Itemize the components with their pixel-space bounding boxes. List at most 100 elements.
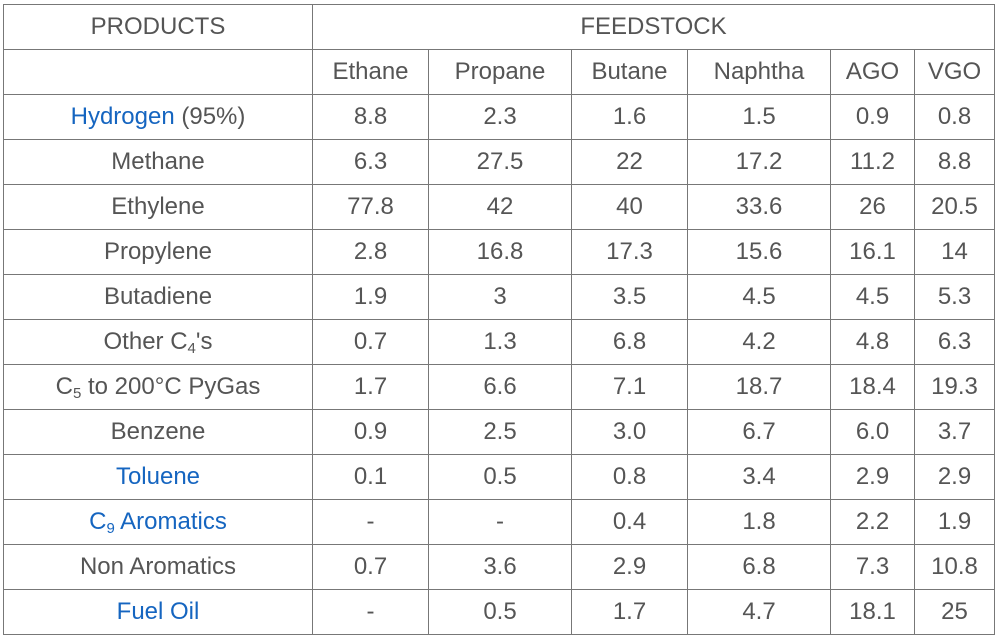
yield-value-propane: 42: [428, 184, 572, 230]
yield-value-butane: 40: [571, 184, 688, 230]
table-row: Methane 6.3 27.5 22 17.2 11.2 8.8: [3, 139, 995, 185]
yield-value-butane: 1.7: [571, 589, 688, 635]
yield-value-vgo: 8.8: [914, 139, 995, 185]
yield-value-propane: -: [428, 499, 572, 545]
product-name: Butadiene: [103, 283, 213, 310]
yield-value-naphtha: 33.6: [687, 184, 831, 230]
table-row: Toluene 0.1 0.5 0.8 3.4 2.9 2.9: [3, 454, 995, 500]
yield-value-vgo: 1.9: [914, 499, 995, 545]
yield-value-naphtha: 1.8: [687, 499, 831, 545]
yield-value-naphtha: 4.2: [687, 319, 831, 365]
product-name-cell: Butadiene: [3, 274, 313, 320]
yield-value-ago: 4.8: [830, 319, 915, 365]
yield-value-vgo: 5.3: [914, 274, 995, 320]
yield-value-ago: 26: [830, 184, 915, 230]
yield-value-ago: 16.1: [830, 229, 915, 275]
yield-value-butane: 6.8: [571, 319, 688, 365]
product-subscript: 5: [72, 385, 82, 402]
yield-value-propane: 0.5: [428, 589, 572, 635]
column-header-vgo: VGO: [914, 49, 995, 95]
yield-value-ago: 2.9: [830, 454, 915, 500]
column-header-naphtha: Naphtha: [687, 49, 831, 95]
yield-value-butane: 1.6: [571, 94, 688, 140]
yield-value-butane: 7.1: [571, 364, 688, 410]
yield-value-vgo: 6.3: [914, 319, 995, 365]
product-link[interactable]: C9 Aromatics: [89, 508, 227, 537]
yield-value-ago: 6.0: [830, 409, 915, 455]
yield-value-butane: 3.5: [571, 274, 688, 320]
yield-value-vgo: 25: [914, 589, 995, 635]
product-name-cell: Toluene: [3, 454, 313, 500]
product-name-cell: Non Aromatics: [3, 544, 313, 590]
product-name: Methane: [111, 148, 205, 175]
product-name-cell: Methane: [3, 139, 313, 185]
yield-value-propane: 3.6: [428, 544, 572, 590]
table-row: C9 Aromatics - -0.4 1.8 2.2 1.9: [3, 499, 995, 545]
yield-value-butane: 0.8: [571, 454, 688, 500]
yield-value-ago: 2.2: [830, 499, 915, 545]
table-row: C5 to 200°C PyGas 1.7 6.6 7.1 18.7 18.4 19.3: [3, 364, 995, 410]
yield-value-ethane: -: [312, 499, 429, 545]
product-name: Other C: [103, 328, 188, 355]
yield-value-naphtha: 15.6: [687, 229, 831, 275]
yield-value-butane: 3.0: [571, 409, 688, 455]
product-name-cell: Ethylene: [3, 184, 313, 230]
feedstock-columns-row: Ethane Propane Butane Naphtha AGO VGO: [3, 49, 995, 95]
product-name-cell: Benzene: [3, 409, 313, 455]
product-name: Benzene: [110, 418, 206, 445]
product-name: Non Aromatics: [79, 553, 237, 580]
yield-value-naphtha: 1.5: [687, 94, 831, 140]
column-header-propane: Propane: [428, 49, 572, 95]
yield-value-propane: 6.6: [428, 364, 572, 410]
yield-value-vgo: 14: [914, 229, 995, 275]
product-name-cell: C5 to 200°C PyGas: [3, 364, 313, 410]
table-row: Other C4's 0.7 1.3 6.8 4.2 4.8 6.3: [3, 319, 995, 365]
product-name: Ethylene: [111, 193, 205, 220]
table-row: Butadiene 1.9 3 3.5 4.5 4.5 5.3: [3, 274, 995, 320]
yield-value-ago: 11.2: [830, 139, 915, 185]
yield-value-butane: 22: [571, 139, 688, 185]
yield-value-ago: 4.5: [830, 274, 915, 320]
yield-value-butane: 0.4: [571, 499, 688, 545]
yield-value-naphtha: 3.4: [687, 454, 831, 500]
yield-value-naphtha: 4.7: [687, 589, 831, 635]
product-name: C: [55, 373, 73, 400]
product-subscript: 4: [187, 340, 196, 357]
yield-value-butane: 2.9: [571, 544, 688, 590]
product-name-cell: Other C4's: [3, 319, 313, 365]
yield-value-naphtha: 6.7: [687, 409, 831, 455]
product-name-cell: C9 Aromatics: [3, 499, 313, 545]
yield-value-naphtha: 17.2: [687, 139, 831, 185]
column-header-ethane: Ethane: [312, 49, 429, 95]
yield-value-ago: 18.1: [830, 589, 915, 635]
yield-value-vgo: 2.9: [914, 454, 995, 500]
feedstock-header: FEEDSTOCK: [312, 4, 995, 50]
yield-value-propane: 3: [428, 274, 572, 320]
yield-value-ago: 0.9: [830, 94, 915, 140]
products-header: PRODUCTS: [3, 4, 313, 50]
product-name-cell: Fuel Oil: [3, 589, 313, 635]
product-link[interactable]: Fuel Oil: [116, 598, 200, 625]
yield-value-ethane: 0.1: [312, 454, 429, 500]
yield-value-propane: 2.5: [428, 409, 572, 455]
product-link[interactable]: Hydrogen: [70, 103, 175, 130]
yield-value-ethane: -: [312, 589, 429, 635]
column-header-butane: Butane: [571, 49, 688, 95]
yield-value-ethane: 6.3: [312, 139, 429, 185]
yield-value-ethane: 0.7: [312, 544, 429, 590]
yield-value-ago: 18.4: [830, 364, 915, 410]
product-qualifier: (95%): [174, 103, 246, 130]
product-name-cell: Propylene: [3, 229, 313, 275]
feedstock-yield-table: PRODUCTS FEEDSTOCK Ethane Propane Butane…: [3, 4, 995, 635]
yield-value-ethane: 0.7: [312, 319, 429, 365]
product-link[interactable]: Toluene: [115, 463, 201, 490]
table-row: Ethylene 77.8 42 40 33.6 26 20.5: [3, 184, 995, 230]
product-name-suffix: to 200°C PyGas: [81, 373, 261, 400]
yield-value-vgo: 0.8: [914, 94, 995, 140]
yield-value-ethane: 1.9: [312, 274, 429, 320]
yield-value-propane: 27.5: [428, 139, 572, 185]
yield-value-vgo: 10.8: [914, 544, 995, 590]
yield-value-vgo: 19.3: [914, 364, 995, 410]
product-name: Propylene: [103, 238, 213, 265]
yield-value-ethane: 77.8: [312, 184, 429, 230]
